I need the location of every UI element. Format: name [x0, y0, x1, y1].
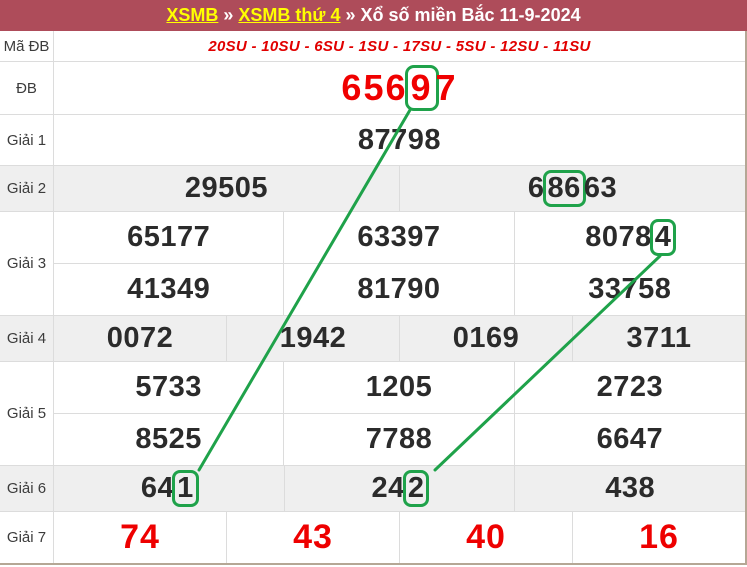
- prize-number: 87798: [357, 123, 442, 156]
- highlight-box-digit: 9: [404, 64, 439, 112]
- prize-number: 1942: [227, 316, 400, 361]
- special-prize-number: 656 9 7: [54, 62, 745, 114]
- prize-number: 64 1: [54, 466, 285, 511]
- prize-number: 3711: [626, 322, 692, 354]
- special-code-value: 20SU - 10SU - 6SU - 1SU - 17SU - 5SU - 1…: [208, 37, 591, 55]
- breadcrumb-link-xsmb[interactable]: XSMB: [166, 5, 219, 25]
- prize-number: 29505: [54, 166, 400, 211]
- prize7-row: Giải 7 74 43 40 16: [0, 512, 745, 563]
- prize-number: 65177: [54, 212, 285, 264]
- prize5-row: Giải 5 5733 1205 2723 8525 7788 6647: [0, 362, 745, 466]
- prize-number: 33758: [588, 272, 672, 305]
- prize6-label: Giải 6: [0, 466, 54, 511]
- highlight-box-digit: 4: [649, 218, 677, 256]
- special-code-row: Mã ĐB 20SU - 10SU - 6SU - 1SU - 17SU - 5…: [0, 31, 745, 62]
- prize-number: 6 86 63: [400, 166, 745, 211]
- prize-number: 40: [400, 512, 573, 563]
- prize2-row: Giải 2 29505 6 86 63: [0, 166, 745, 212]
- prize-number: 16: [639, 518, 679, 556]
- prize-number: 24 2: [285, 466, 516, 511]
- prize3-label: Giải 3: [0, 212, 54, 315]
- special-prize-row: ĐB 656 9 7: [0, 62, 745, 115]
- prize2-label: Giải 2: [0, 166, 54, 211]
- prize1-row: Giải 1 87798: [0, 115, 745, 166]
- prize-number: 1205: [284, 362, 515, 414]
- prize-number: 0072: [54, 316, 227, 361]
- prize-number: 5733: [54, 362, 285, 414]
- special-code-label: Mã ĐB: [0, 31, 54, 61]
- prize-number: 8078 4: [514, 212, 745, 264]
- page-title: Xổ số miền Bắc 11-9-2024: [360, 5, 581, 25]
- prize-number: 7788: [284, 413, 515, 465]
- breadcrumb-separator: »: [223, 5, 234, 25]
- prize1-label: Giải 1: [0, 115, 54, 165]
- prize-number: 2723: [514, 362, 745, 414]
- highlight-box-digit: 1: [172, 469, 199, 508]
- prize5-label: Giải 5: [0, 362, 54, 465]
- prize-number: 0169: [400, 316, 573, 361]
- prize7-label: Giải 7: [0, 512, 54, 563]
- prize-number: 6647: [596, 422, 664, 455]
- prize6-row: Giải 6 64 1 24 2 438: [0, 466, 745, 512]
- highlight-box-digit: 2: [402, 469, 430, 508]
- prize-number: 41349: [54, 263, 285, 315]
- results-table: Mã ĐB 20SU - 10SU - 6SU - 1SU - 17SU - 5…: [0, 31, 747, 565]
- highlight-box-digit: 86: [542, 169, 586, 208]
- prize3-row: Giải 3 65177 63397 8078 4 41349 81790 337…: [0, 212, 745, 316]
- breadcrumb-separator: »: [345, 5, 356, 25]
- prize-number: 438: [605, 472, 656, 504]
- breadcrumb-header: XSMB» XSMB thứ 4» Xổ số miền Bắc 11-9-2024: [0, 0, 747, 31]
- special-prize-label: ĐB: [0, 62, 54, 114]
- prize4-label: Giải 4: [0, 316, 54, 361]
- prize-number: 63397: [284, 212, 515, 264]
- prize4-row: Giải 4 0072 1942 0169 3711: [0, 316, 745, 362]
- breadcrumb-link-xsmb-weekday[interactable]: XSMB thứ 4: [238, 5, 341, 25]
- prize-number: 43: [227, 512, 400, 563]
- prize-number: 74: [54, 512, 227, 563]
- prize-number: 81790: [284, 263, 515, 315]
- prize-number: 8525: [54, 413, 285, 465]
